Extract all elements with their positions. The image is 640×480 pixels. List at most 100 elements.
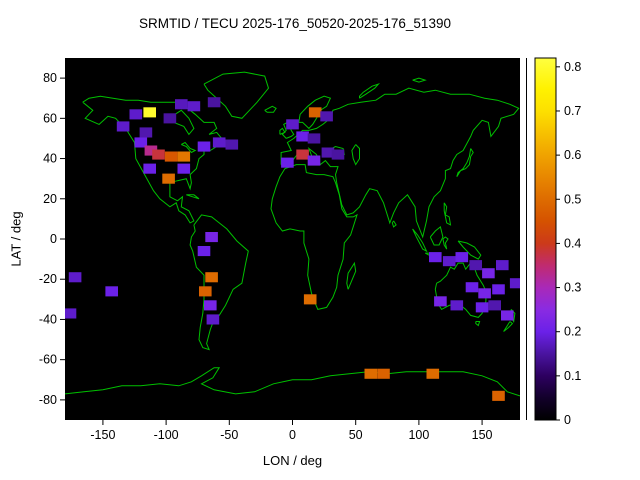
heatmap-cell <box>205 272 218 283</box>
heatmap-cell <box>303 294 317 305</box>
heatmap-cell <box>206 314 220 325</box>
heatmap-cell <box>296 131 309 142</box>
heatmap-cell <box>152 149 165 160</box>
coastline <box>442 236 449 250</box>
heatmap-cell <box>308 107 322 118</box>
axes-layer: -150 -100 -50 0 50 100 150 80 60 40 20 0 -20 -40 -60 -8… <box>39 71 493 442</box>
heatmap-cell <box>143 107 156 118</box>
heatmap-cell <box>482 268 495 279</box>
coastline <box>264 105 277 113</box>
heatmap-cell <box>426 368 440 379</box>
heatmap-cell <box>68 272 82 283</box>
heatmap-cell <box>197 141 211 152</box>
y-tick-label: -60 <box>39 353 57 367</box>
heatmap-cell <box>281 157 294 168</box>
y-tick-label: 0 <box>50 232 57 246</box>
heatmap-cell <box>143 163 156 174</box>
heatmap-cell <box>162 173 175 184</box>
heatmap-cell <box>450 300 464 311</box>
coastline <box>412 228 428 253</box>
coastline <box>429 226 444 246</box>
coastline <box>391 220 397 228</box>
heatmap-cell <box>139 127 153 138</box>
heatmap-cell <box>465 282 479 293</box>
heatmap-cell <box>134 137 148 148</box>
x-tick-label: -50 <box>220 428 238 442</box>
coastline <box>351 144 360 166</box>
heatmap-cell <box>144 145 158 156</box>
heatmap-cell <box>331 149 345 160</box>
coastline <box>181 141 197 154</box>
heatmap-cell <box>205 232 218 243</box>
heatmap-cell <box>177 151 191 162</box>
x-tick-label: 0 <box>289 428 296 442</box>
heatmap-cell <box>475 302 489 313</box>
y-tick-label: 40 <box>43 152 57 166</box>
y-tick-label: -40 <box>39 312 57 326</box>
colorbar-tick-label: 0.5 <box>564 192 581 206</box>
colorbar-tick-label: 0 <box>564 413 571 427</box>
y-tick-label: -80 <box>39 393 57 407</box>
x-tick-label: -100 <box>154 428 179 442</box>
heatmap-cell <box>442 256 456 267</box>
x-tick-label: 100 <box>408 428 429 442</box>
heatmap-cell <box>501 310 514 321</box>
heatmap-cell <box>429 252 442 263</box>
y-tick-label: -20 <box>39 272 57 286</box>
heatmap-cell <box>492 284 505 295</box>
coastline <box>186 194 200 200</box>
coastline <box>298 95 332 130</box>
coastline <box>280 87 520 239</box>
colorbar-tick-label: 0.1 <box>564 369 581 383</box>
heatmap-cell <box>187 101 201 112</box>
page-title: SRMTID / TECU 2025-176_50520-2025-176_51… <box>139 16 451 31</box>
heatmap-cell <box>199 286 212 297</box>
colorbar-tick-label: 0.8 <box>564 60 581 74</box>
heatmap-cell <box>488 300 501 311</box>
heatmap-cell <box>434 296 447 307</box>
coastline <box>456 148 474 177</box>
heatmap-cell <box>105 286 118 297</box>
heatmap-cell <box>175 99 188 110</box>
heatmap-cell <box>296 149 309 160</box>
coastline <box>189 214 249 351</box>
colorbar-tick-label: 0.4 <box>564 236 581 250</box>
heatmap-cell <box>478 288 491 299</box>
colorbar-tick-label: 0.2 <box>564 325 581 339</box>
colorbar-tick-label: 0.3 <box>564 281 581 295</box>
x-axis-label: LON / deg <box>262 453 323 468</box>
heatmap-cell <box>116 121 130 132</box>
heatmap-cell <box>225 139 239 150</box>
heatmap-cell <box>204 300 217 311</box>
y-tick-label: 80 <box>43 71 57 85</box>
heatmap-cell <box>377 368 390 379</box>
heatmap-cell <box>286 119 299 130</box>
y-tick-label: 60 <box>43 111 57 125</box>
heatmap-cell <box>364 368 378 379</box>
heatmap-cell <box>496 260 509 271</box>
heatmap-cell <box>207 97 221 108</box>
heatmap-cell <box>197 246 211 257</box>
colorbar-tick-label: 0.7 <box>564 104 581 118</box>
coastline <box>279 127 286 135</box>
colorbar-tick-label: 0.6 <box>564 148 581 162</box>
coastline <box>412 77 427 83</box>
colorbar <box>534 57 557 421</box>
heatmap-cell <box>509 278 520 289</box>
heatmap-cell <box>164 151 178 162</box>
heatmap-cell <box>320 111 333 122</box>
heatmap-cell <box>212 137 226 148</box>
coastline <box>503 321 514 332</box>
x-tick-label: -150 <box>90 428 115 442</box>
coastline <box>203 71 270 119</box>
heatmap-cell <box>321 147 335 158</box>
heatmap-cell <box>65 308 77 319</box>
x-tick-label: 50 <box>349 428 363 442</box>
coastline <box>346 261 357 290</box>
heatmap-cells-layer <box>65 97 520 401</box>
y-tick-label: 20 <box>43 192 57 206</box>
coastline <box>65 367 520 397</box>
x-tick-label: 150 <box>472 428 493 442</box>
heatmap-cell <box>177 163 191 174</box>
